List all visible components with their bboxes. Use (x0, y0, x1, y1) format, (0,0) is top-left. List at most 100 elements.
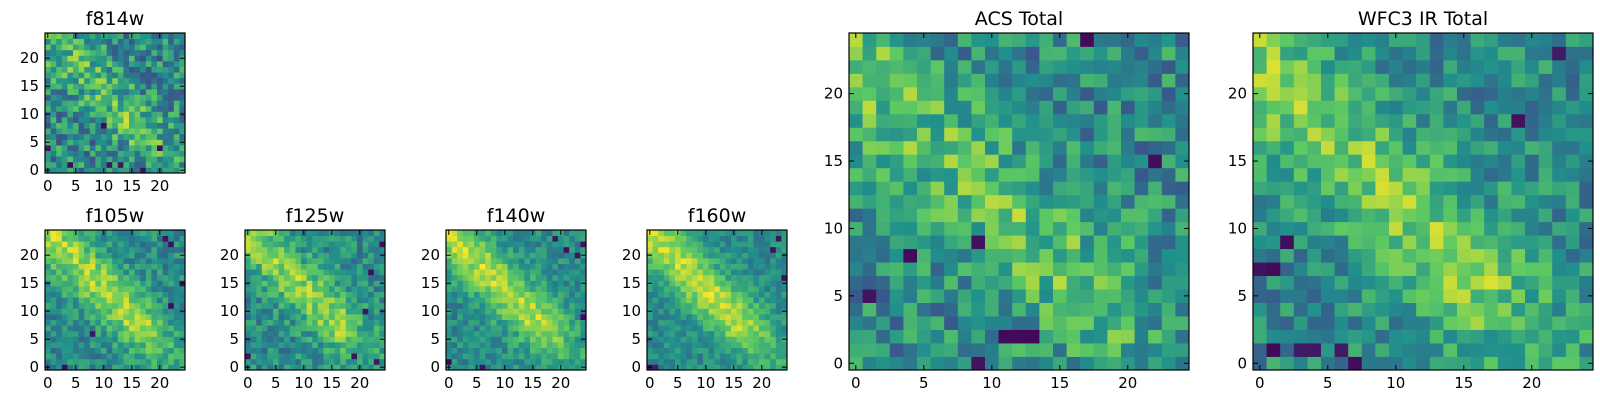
heatmap-cell (78, 72, 85, 79)
heatmap-cell (73, 83, 79, 90)
heatmap-cell (129, 145, 135, 151)
heatmap-cell (129, 83, 135, 90)
heatmap-cell (457, 364, 464, 371)
heatmap-cell (446, 347, 452, 354)
heatmap-cell (162, 336, 169, 343)
heatmap-cell (876, 33, 891, 47)
heatmap-cell (1552, 154, 1567, 169)
heatmap-cell (1470, 73, 1485, 88)
heatmap-cell (140, 258, 147, 264)
heatmap-cell (680, 330, 687, 337)
heatmap-cell (1497, 356, 1512, 371)
heatmap-cell (675, 235, 681, 242)
heatmap-cell (725, 269, 732, 276)
heatmap-cell (117, 280, 124, 287)
heatmap-cell (513, 330, 520, 337)
heatmap-cell (652, 235, 659, 242)
heatmap-cell (140, 302, 147, 309)
heatmap-cell (112, 83, 119, 90)
heatmap-cell (179, 241, 186, 248)
heatmap-cell (334, 263, 341, 270)
heatmap-cell (1080, 100, 1095, 115)
heatmap-cell (162, 258, 169, 264)
heatmap-cell (496, 274, 503, 281)
heatmap-cell (295, 269, 302, 276)
heatmap-cell (563, 286, 570, 292)
heatmap-cell (95, 38, 102, 45)
heatmap-cell (697, 258, 704, 264)
heatmap-cell (67, 83, 74, 90)
heatmap-cell (145, 133, 152, 140)
heatmap-cell (457, 286, 464, 292)
heatmap-cell (345, 252, 352, 259)
heatmap-cell (151, 128, 158, 135)
heatmap-cell (708, 319, 715, 326)
heatmap-cell (1025, 100, 1040, 115)
heatmap-cell (129, 330, 135, 337)
heatmap-cell (1538, 167, 1553, 182)
heatmap-cell (1375, 235, 1390, 250)
heatmap-cell (1066, 221, 1081, 236)
heatmap-cell (580, 263, 587, 270)
heatmap-cell (530, 258, 536, 264)
heatmap-cell (686, 230, 693, 236)
heatmap-cell (112, 150, 119, 157)
heatmap-cell (474, 246, 480, 253)
heatmap-cell (261, 347, 268, 354)
heatmap-cell (273, 347, 279, 354)
heatmap-cell (306, 358, 313, 365)
heatmap-cell (652, 325, 659, 332)
heatmap-cell (1148, 275, 1163, 290)
heatmap-cell (112, 364, 119, 371)
heatmap-cell (117, 297, 124, 304)
heatmap-cell (95, 336, 102, 343)
heatmap-cell (1525, 248, 1539, 263)
heatmap-cell (245, 302, 251, 309)
heatmap-cell (78, 117, 85, 123)
heatmap-cell (301, 308, 307, 315)
heatmap-cell (295, 319, 302, 326)
heatmap-cell (278, 353, 285, 360)
heatmap-cell (123, 358, 130, 365)
heatmap-cell (345, 263, 352, 270)
heatmap-cell (546, 269, 553, 276)
heatmap-cell (289, 258, 296, 264)
x-tick-label: 0 (851, 374, 861, 392)
heatmap-cell (1080, 140, 1095, 155)
heatmap-cell (179, 150, 186, 157)
heatmap-cell (725, 230, 732, 236)
heatmap-cell (50, 139, 57, 146)
heatmap-cell (775, 269, 782, 276)
heatmap-cell (84, 241, 91, 248)
heatmap-cell (708, 330, 715, 337)
heatmap-cell (944, 262, 959, 277)
heatmap-cell (849, 275, 863, 290)
heatmap-cell (245, 314, 251, 320)
heatmap-cell (134, 83, 141, 90)
heatmap-cell (1012, 235, 1027, 250)
heatmap-cell (250, 291, 257, 298)
heatmap-cell (84, 330, 91, 337)
heatmap-cell (1321, 140, 1335, 155)
heatmap-cell (129, 49, 135, 56)
heatmap-cell (742, 302, 749, 309)
heatmap-cell (736, 297, 743, 304)
heatmap-cell (89, 358, 96, 365)
heatmap-cell (457, 263, 464, 270)
heatmap-cell (1538, 33, 1553, 47)
heatmap-cell (1253, 33, 1267, 47)
heatmap-cell (1416, 59, 1431, 74)
heatmap-cell (468, 280, 475, 287)
heatmap-cell (764, 252, 771, 259)
heatmap-cell (312, 274, 319, 281)
heatmap-cell (45, 105, 51, 112)
heatmap-cell (468, 241, 475, 248)
heatmap-cell (61, 347, 68, 354)
heatmap-cell (301, 258, 307, 264)
heatmap-cell (530, 325, 536, 332)
heatmap-cell (1107, 127, 1122, 142)
heatmap-cell (513, 252, 520, 259)
heatmap-cell (770, 314, 777, 320)
heatmap-cell (507, 358, 514, 365)
heatmap-cell (1361, 73, 1376, 88)
